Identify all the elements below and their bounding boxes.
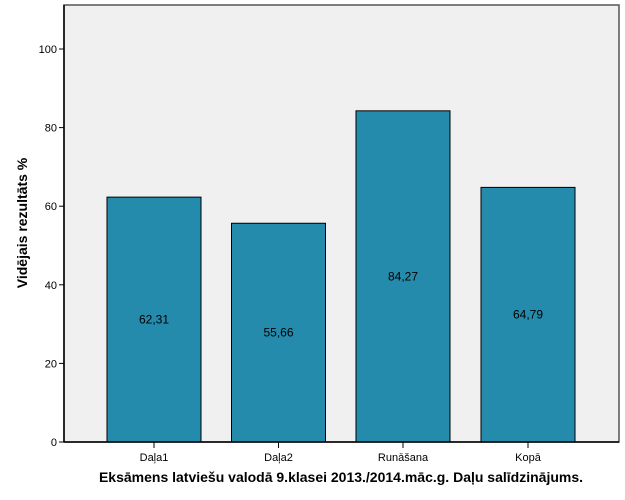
bar bbox=[231, 222, 326, 443]
x-tick-label: Daļa1 bbox=[140, 452, 169, 464]
x-tick-label: Kopā bbox=[515, 452, 542, 464]
y-tick-label: 20 bbox=[45, 358, 57, 370]
bar bbox=[106, 196, 202, 443]
y-tick-label: 40 bbox=[45, 280, 57, 292]
bar bbox=[355, 110, 451, 443]
y-tick-label: 100 bbox=[39, 44, 57, 56]
y-tick-label: 60 bbox=[45, 201, 57, 213]
data-label: 62,31 bbox=[139, 313, 169, 327]
data-label: 55,66 bbox=[263, 326, 293, 340]
y-tick-label: 80 bbox=[45, 123, 57, 135]
y-axis-label: Vidējais rezultāts % bbox=[14, 157, 30, 288]
x-tick-label: Runāšana bbox=[378, 452, 429, 464]
data-label: 64,79 bbox=[513, 308, 543, 322]
chart-title: Eksāmens latviešu valodā 9.klasei 2013./… bbox=[99, 469, 583, 485]
data-label: 84,27 bbox=[388, 269, 418, 283]
x-tick-label: Daļa2 bbox=[264, 452, 293, 464]
bar bbox=[480, 186, 576, 443]
y-tick-label: 0 bbox=[51, 437, 57, 449]
